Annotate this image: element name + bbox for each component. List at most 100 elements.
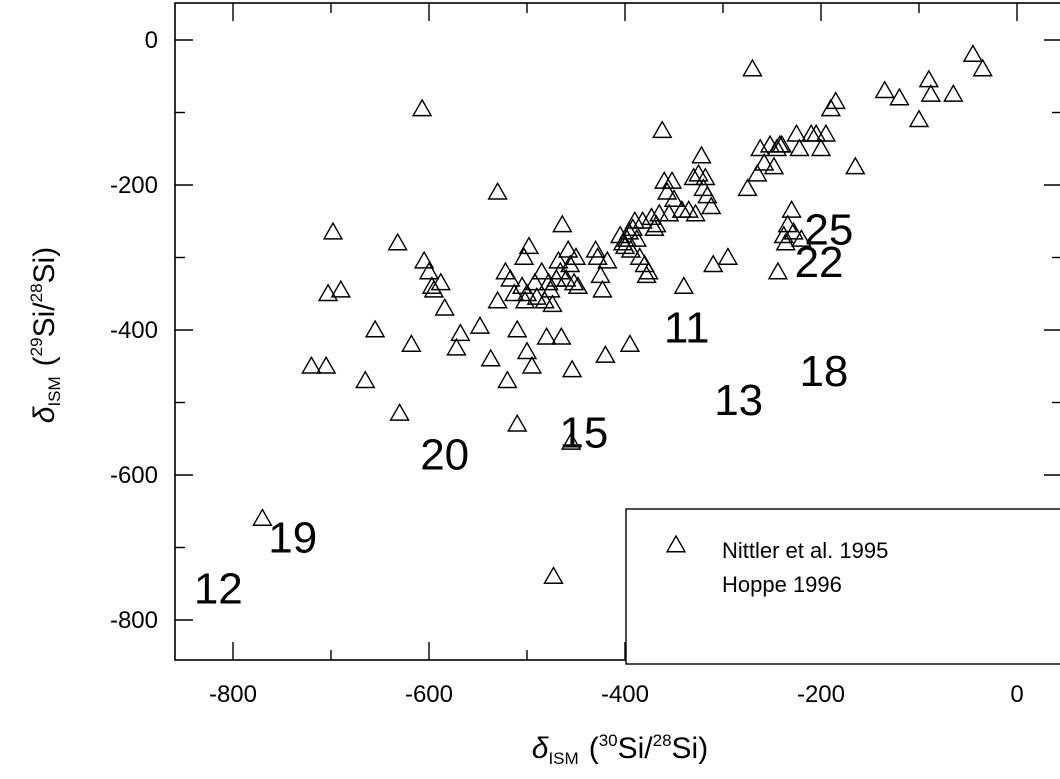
triangle-point <box>364 319 386 338</box>
triangle-point <box>663 189 685 207</box>
triangle-point <box>480 348 501 367</box>
triangle-point <box>701 196 722 215</box>
x-axis-superscript-1: 30 <box>599 731 618 750</box>
x-axis-end: Si) <box>672 732 709 765</box>
hoppe-number-label: 13 <box>714 376 763 425</box>
triangle-point <box>632 210 653 229</box>
x-tick-label: 0 <box>1010 681 1023 708</box>
triangle-point <box>500 268 521 287</box>
triangle-point <box>786 123 807 142</box>
triangle-point <box>330 279 352 298</box>
triangle-point <box>781 199 802 218</box>
axis-tick-labels: -800 -600 -400 -200 0 0 -200 -400 -600 -800 <box>110 27 1024 708</box>
triangle-point <box>717 247 739 265</box>
triangle-point <box>618 221 640 240</box>
triangle-point <box>750 138 771 157</box>
triangle-point <box>301 355 322 374</box>
triangle-point <box>469 315 491 334</box>
triangle-point <box>518 236 540 255</box>
x-tick-label: -200 <box>797 681 845 708</box>
triangle-point <box>355 370 376 389</box>
legend-label-nittler: Nittler et al. 1995 <box>722 538 888 563</box>
y-tick-label: -600 <box>110 462 158 489</box>
triangle-point <box>918 69 940 88</box>
triangle-point <box>513 247 535 265</box>
triangle-point <box>737 178 758 197</box>
triangle-point <box>401 334 422 352</box>
triangle-point <box>487 290 508 309</box>
triangle-point <box>563 272 585 291</box>
triangle-point <box>551 326 572 345</box>
triangle-point <box>683 167 704 186</box>
triangle-point <box>552 214 573 233</box>
legend-label-hoppe: Hoppe 1996 <box>722 572 842 597</box>
triangle-point <box>434 297 455 316</box>
triangle-point <box>389 402 410 421</box>
triangle-point <box>646 214 667 233</box>
x-tick-label: -600 <box>405 681 453 708</box>
triangle-point <box>747 163 768 182</box>
triangle-point <box>506 413 528 432</box>
triangle-point <box>685 203 706 222</box>
triangle-point <box>691 145 712 164</box>
x-axis-open-paren: ( <box>589 732 599 765</box>
triangle-point <box>548 250 569 269</box>
triangle-point <box>595 344 616 363</box>
triangle-point <box>542 294 563 313</box>
triangle-point <box>759 134 781 153</box>
triangle-point <box>597 250 618 269</box>
triangle-point <box>315 355 337 374</box>
triangle-point <box>697 185 718 204</box>
triangle-point <box>771 134 793 153</box>
triangle-point <box>695 167 716 186</box>
y-axis-superscript-2: 28 <box>27 283 46 302</box>
x-axis-title: δISM (30Si/28Si) <box>532 731 708 768</box>
x-tick-label: -400 <box>601 681 649 708</box>
triangle-point <box>658 203 680 222</box>
y-axis-end: Si) <box>28 247 61 284</box>
triangle-point <box>418 261 440 280</box>
triangle-point <box>524 272 546 291</box>
triangle-point <box>560 431 582 450</box>
triangle-point <box>252 508 273 526</box>
triangle-point <box>943 83 964 102</box>
triangle-point <box>763 156 785 175</box>
y-axis-title: δISM (29Si/28Si) <box>27 247 64 423</box>
x-tick-label: -800 <box>209 681 257 708</box>
triangle-point <box>567 276 589 294</box>
triangle-point <box>516 341 538 360</box>
y-axis-subscript: ISM <box>45 376 64 406</box>
triangle-point <box>450 323 471 342</box>
triangle-point <box>972 58 993 77</box>
legend-box <box>625 508 1060 665</box>
triangle-point <box>561 359 583 378</box>
triangle-point <box>322 221 344 240</box>
triangle-point <box>590 265 611 284</box>
triangle-point <box>555 268 577 287</box>
x-axis-delta: δ <box>532 732 549 765</box>
triangle-point <box>565 247 587 265</box>
triangle-point <box>619 334 641 352</box>
triangle-point <box>587 247 608 265</box>
triangle-point <box>536 326 557 345</box>
triangle-point <box>411 98 433 117</box>
triangle-point <box>656 181 678 200</box>
triangle-point <box>430 272 451 291</box>
triangle-point <box>766 138 788 157</box>
triangle-point <box>585 239 606 258</box>
triangle-point <box>516 283 538 302</box>
triangle-point <box>773 225 794 244</box>
x-axis-subscript: ISM <box>548 749 578 768</box>
triangle-point <box>661 170 683 189</box>
triangle-point <box>495 261 516 280</box>
hoppe-number-label: 11 <box>664 303 710 352</box>
triangle-point <box>638 261 659 280</box>
triangle-point <box>620 239 642 258</box>
triangle-point <box>626 228 647 247</box>
triangle-point <box>920 83 941 102</box>
y-tick-label: 0 <box>145 27 158 54</box>
plot-frame <box>174 2 1060 661</box>
hoppe-number-label: 25 <box>804 206 853 255</box>
